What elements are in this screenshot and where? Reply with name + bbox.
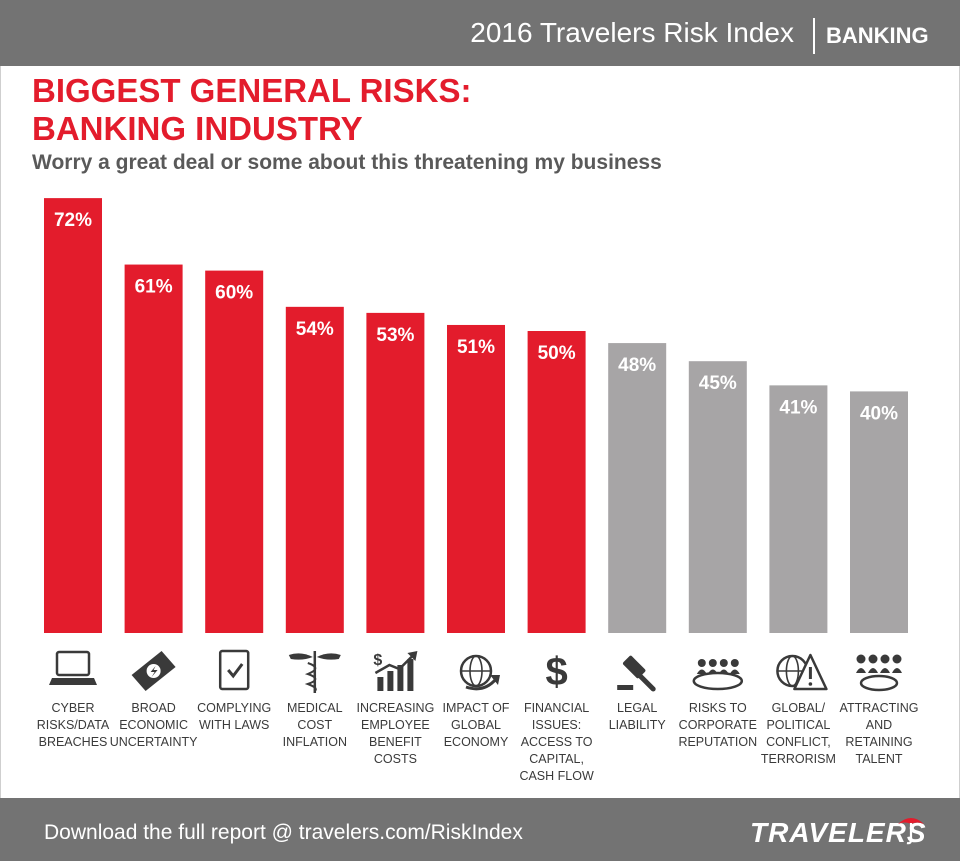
chart-subtitle: Worry a great deal or some about this th… bbox=[32, 151, 662, 174]
bar-7 bbox=[527, 331, 586, 633]
bar-value-label-6: 51% bbox=[457, 337, 495, 358]
umbrella-logo-icon bbox=[898, 818, 924, 845]
category-label-11: ATTRACTING AND RETAINING TALENT bbox=[840, 701, 919, 766]
svg-text:$: $ bbox=[545, 650, 567, 694]
bar-3 bbox=[205, 270, 264, 633]
bar-value-label-11: 40% bbox=[860, 403, 898, 424]
bar-6 bbox=[447, 324, 505, 633]
bar-value-label-5: 53% bbox=[376, 325, 414, 346]
category-label-3: COMPLYING WITH LAWS bbox=[197, 701, 271, 732]
header-bar: 2016 Travelers Risk Index BANKING bbox=[0, 0, 960, 66]
bar-9 bbox=[688, 361, 747, 633]
globe-warning-icon bbox=[776, 653, 828, 691]
bar-11 bbox=[850, 391, 908, 633]
bar-5 bbox=[366, 312, 425, 633]
category-label-7: FINANCIAL ISSUES: ACCESS TO CAPITAL, CASH FL… bbox=[519, 701, 594, 783]
bar-value-label-10: 41% bbox=[779, 397, 817, 418]
category-label-10: GLOBAL/POLITICAL CONFLICT, TERRORISM bbox=[761, 701, 836, 766]
category-label-4: MEDICAL COST INFLATION bbox=[283, 701, 347, 749]
bar-value-label-3: 60% bbox=[215, 283, 253, 304]
category-label-1: CYBER RISKS/DATA BREACHES bbox=[37, 701, 110, 749]
bars-group: 72% 61% 60% 54% 53% 51% 50% 48% 45% 41% 40% bbox=[44, 198, 908, 633]
category-label-5: INCREASING EMPLOYEE BENEFIT COSTS bbox=[357, 701, 435, 766]
category-label-2: BROAD ECONOMIC UNCERTAINTY bbox=[110, 701, 198, 749]
icons-group: $ $ bbox=[49, 649, 902, 694]
report-title: 2016 Travelers Risk Index bbox=[470, 17, 794, 48]
globe-arrow-icon bbox=[459, 654, 500, 691]
bar-4 bbox=[285, 306, 344, 633]
header-divider bbox=[813, 18, 815, 54]
checklist-icon bbox=[218, 649, 250, 691]
bar-value-label-2: 61% bbox=[135, 277, 173, 298]
bar-value-label-1: 72% bbox=[54, 210, 92, 231]
download-link[interactable]: Download the full report @ travelers.com… bbox=[44, 821, 523, 844]
bar-2 bbox=[124, 264, 183, 633]
money-bolt-icon bbox=[131, 651, 176, 691]
bar-value-label-4: 54% bbox=[296, 319, 334, 340]
chart-headline: BIGGEST GENERAL RISKS: BANKING INDUSTRY bbox=[32, 72, 471, 148]
bar-value-label-7: 50% bbox=[538, 343, 576, 364]
rising-chart-icon: $ bbox=[373, 651, 418, 691]
team-icon bbox=[856, 654, 902, 692]
laptop-icon bbox=[49, 650, 97, 685]
bar-chart: 72%61% 60%54% 53%51% 50%48%45%41% 40% $ $ CYB… bbox=[37, 198, 919, 783]
bar-8 bbox=[608, 343, 667, 633]
industry-label: BANKING bbox=[826, 23, 929, 48]
bar-10 bbox=[769, 385, 828, 633]
headline-line-2: BANKING INDUSTRY bbox=[32, 110, 363, 147]
meeting-icon bbox=[692, 659, 744, 691]
category-label-6: IMPACT OF GLOBAL ECONOMY bbox=[443, 701, 510, 749]
headline-line-1: BIGGEST GENERAL RISKS: bbox=[32, 72, 472, 109]
gavel-icon bbox=[617, 655, 656, 692]
travelers-logo-text: TRAVELERS bbox=[750, 817, 927, 848]
category-label-9: RISKS TO CORPORATE REPUTATION bbox=[678, 701, 757, 749]
footer-bar: Download the full report @ travelers.com… bbox=[0, 798, 960, 861]
category-label-8: LEGAL LIABILITY bbox=[609, 701, 667, 732]
bar-1 bbox=[44, 198, 102, 633]
bar-value-label-8: 48% bbox=[618, 355, 656, 376]
svg-text:$: $ bbox=[373, 652, 382, 669]
caduceus-icon bbox=[288, 651, 341, 693]
bar-value-label-9: 45% bbox=[699, 373, 737, 394]
dollar-sign-icon: $ bbox=[545, 650, 567, 694]
